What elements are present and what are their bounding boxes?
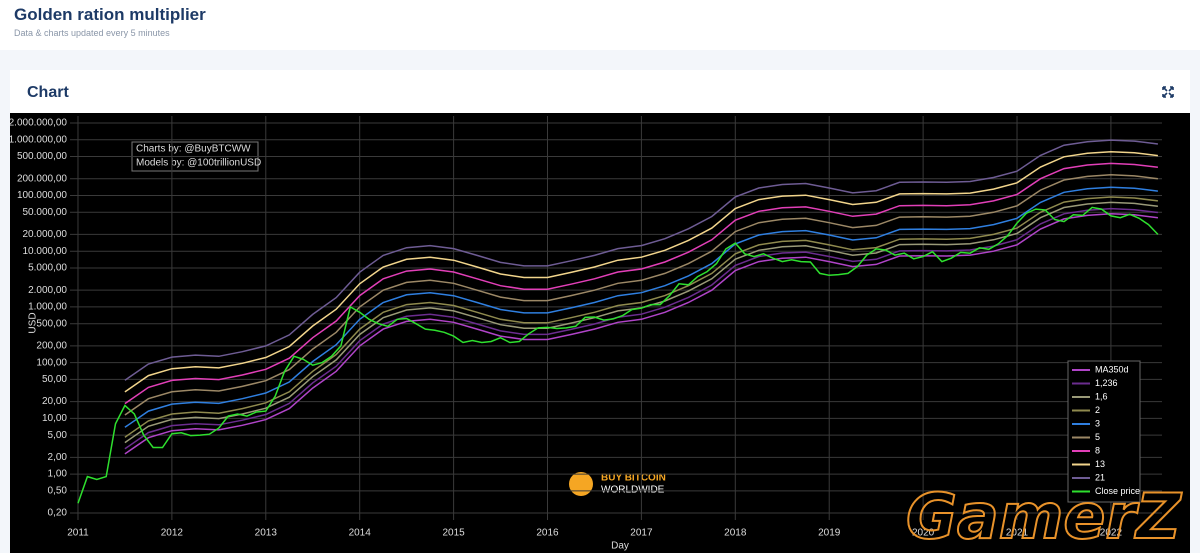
x-tick-label: 2017	[630, 528, 653, 539]
x-tick-label: 2016	[536, 528, 559, 539]
x-tick-label: 2015	[442, 528, 465, 539]
legend-label: 2	[1095, 405, 1100, 415]
y-tick-label: 5,00	[48, 430, 68, 441]
x-tick-label: 2012	[161, 528, 184, 539]
page-title: Golden ration multiplier	[14, 5, 206, 24]
series-line	[124, 150, 1158, 393]
plot-area	[77, 139, 1159, 504]
y-tick-label: 50.000,00	[23, 207, 68, 218]
y-tick-label: 2.000,00	[28, 285, 67, 296]
legend-label: Close price	[1095, 486, 1140, 496]
legend-label: 13	[1095, 459, 1105, 469]
series-line	[124, 139, 1158, 381]
legend-label: 1,236	[1095, 378, 1118, 388]
y-tick-label: 500.000,00	[17, 151, 67, 162]
x-tick-label: 2018	[724, 528, 747, 539]
legend-label: 3	[1095, 418, 1100, 428]
annotation: Charts by: @BuyBTCWW	[136, 144, 251, 155]
y-tick-label: 20.000,00	[23, 229, 68, 240]
chart: Day USD Charts by: @BuyBTCWW Models by: …	[10, 113, 1190, 553]
y-tick-label: 1,00	[48, 469, 68, 480]
y-axis-label: USD	[28, 312, 39, 333]
series-line	[77, 206, 1159, 504]
y-tick-label: 5.000,00	[28, 263, 67, 274]
legend-label: MA350d	[1095, 364, 1129, 374]
y-tick-label: 500,00	[36, 318, 67, 329]
y-tick-label: 200.000,00	[17, 173, 67, 184]
series-line	[124, 213, 1158, 455]
watermark: GamerZ	[905, 479, 1183, 553]
logo-icon	[569, 472, 593, 496]
y-tick-label: 20,00	[42, 396, 67, 407]
legend-label: 5	[1095, 432, 1100, 442]
chart-background	[10, 113, 1190, 553]
y-tick-label: 1.000.000,00	[10, 134, 67, 145]
x-tick-label: 2019	[818, 528, 841, 539]
y-tick-label: 10.000,00	[23, 246, 68, 257]
legend-label: 1,6	[1095, 391, 1108, 401]
x-tick-label: 2020	[912, 528, 935, 539]
y-tick-label: 2,00	[48, 452, 68, 463]
series-line	[124, 186, 1158, 428]
x-tick-label: 2011	[67, 528, 89, 539]
y-tick-label: 1.000,00	[28, 302, 67, 313]
x-tick-label: 2014	[349, 528, 372, 539]
series-line	[124, 196, 1158, 438]
x-axis-label: Day	[611, 541, 629, 552]
y-tick-label: 50,00	[42, 374, 67, 385]
series-line	[124, 174, 1158, 416]
y-tick-label: 100.000,00	[17, 190, 67, 201]
legend-label: 21	[1095, 472, 1105, 482]
y-tick-label: 2.000.000,00	[10, 118, 67, 129]
annotation: Models by: @100trillionUSD	[136, 158, 261, 169]
x-tick-label: 2021	[1006, 528, 1029, 539]
page-header: Golden ration multiplier Data & charts u…	[0, 0, 1200, 50]
series-line	[124, 162, 1158, 405]
y-tick-label: 0,20	[48, 508, 68, 519]
card-title: Chart	[27, 84, 69, 101]
page-subtitle: Data & charts updated every 5 minutes	[14, 28, 170, 38]
x-tick-label: 2013	[255, 528, 278, 539]
y-tick-label: 100,00	[36, 357, 67, 368]
x-tick-label: 2022	[1100, 528, 1123, 539]
fullscreen-button[interactable]	[1162, 86, 1174, 98]
y-tick-label: 0,50	[48, 486, 68, 497]
series-line	[124, 207, 1158, 450]
watermark-text: GamerZ	[906, 480, 1182, 553]
legend-label: 8	[1095, 445, 1100, 455]
y-tick-label: 10,00	[42, 413, 67, 424]
logo-text: WORLDWIDE	[601, 485, 665, 496]
logo-text: BUY BITCOIN	[601, 473, 666, 484]
y-tick-label: 200,00	[36, 341, 67, 352]
